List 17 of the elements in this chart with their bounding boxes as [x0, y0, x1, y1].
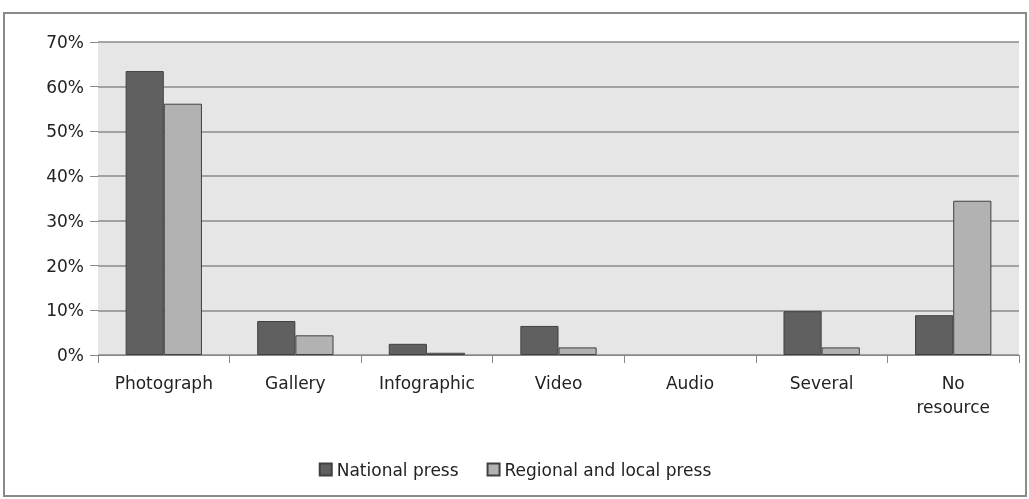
y-tick-label: 30% — [46, 210, 84, 231]
y-tick-label: 60% — [46, 76, 84, 97]
x-tick-label: Photograph — [114, 373, 213, 393]
y-tick-label: 70% — [46, 32, 84, 52]
legend-label: Regional and local press — [504, 459, 712, 480]
y-tick-label: 0% — [57, 345, 84, 365]
y-tick-label: 40% — [46, 166, 84, 187]
y-tick-label: 10% — [46, 300, 84, 321]
y-tick-label: 20% — [46, 255, 84, 276]
legend-label: National press — [336, 459, 459, 480]
x-tick-label: Infographic — [378, 373, 475, 393]
x-tick-label: Several — [789, 373, 854, 393]
x-tick-label: Audio — [665, 373, 715, 393]
x-tick-label: No resource — [916, 373, 990, 417]
y-tick-label: 50% — [46, 121, 84, 142]
x-tick-label: Gallery — [265, 373, 326, 393]
x-tick-label: Video — [534, 373, 583, 393]
